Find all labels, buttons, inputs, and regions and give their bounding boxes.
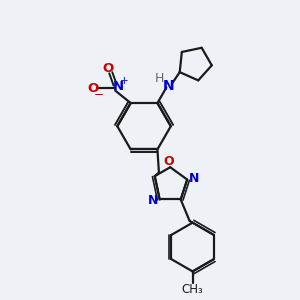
Text: N: N (188, 172, 199, 184)
Text: −: − (94, 88, 104, 100)
Text: +: + (120, 76, 129, 86)
Text: N: N (112, 80, 124, 93)
Text: O: O (102, 62, 113, 75)
Text: N: N (163, 80, 175, 93)
Text: CH₃: CH₃ (182, 283, 203, 296)
Text: O: O (164, 155, 174, 168)
Text: N: N (147, 194, 158, 208)
Text: O: O (87, 82, 98, 95)
Text: H: H (155, 72, 164, 85)
